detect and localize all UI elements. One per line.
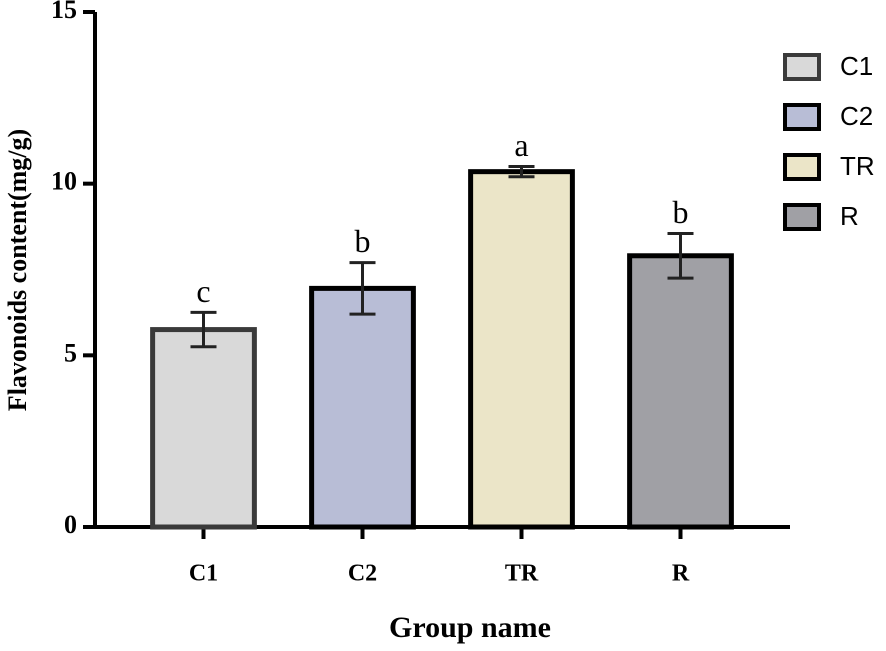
y-tick-label: 15 [51,0,77,24]
y-axis-title: Flavonoids content(mg/g) [3,129,32,411]
error-bar [508,165,535,179]
bar [309,285,416,530]
significance-letter: b [673,194,689,230]
bar [468,169,575,530]
legend-swatch [783,53,821,81]
y-tick-label: 5 [64,338,77,367]
y-tick-label: 0 [64,510,77,539]
legend-label: R [840,201,859,231]
significance-letter: a [514,127,528,163]
x-tick-label: C1 [189,561,218,587]
x-tick-label: TR [505,561,539,587]
legend-label: C2 [840,101,873,131]
legend-swatch [783,203,821,231]
legend-label: TR [840,151,875,181]
error-bar [349,261,376,316]
significance-letter: c [196,273,210,309]
bar [627,253,734,530]
y-tick-label: 10 [51,167,77,196]
x-axis-title: Group name [389,611,551,644]
legend-label: C1 [840,51,873,81]
x-tick-label: C2 [348,561,377,587]
legend-swatch [783,153,821,181]
error-bar [190,310,217,349]
legend-swatch [783,103,821,131]
x-tick-label: R [672,561,690,587]
significance-letter: b [355,223,371,259]
error-bar [667,231,694,280]
bar [150,327,257,530]
